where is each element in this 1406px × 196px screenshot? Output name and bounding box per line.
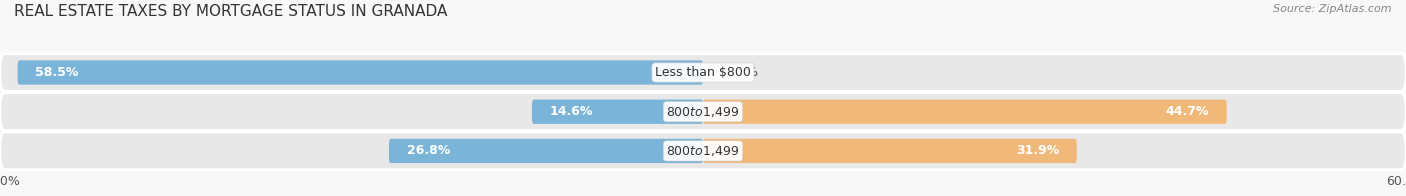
Text: 58.5%: 58.5%	[35, 66, 79, 79]
FancyBboxPatch shape	[703, 139, 1077, 163]
Text: Source: ZipAtlas.com: Source: ZipAtlas.com	[1274, 4, 1392, 14]
FancyBboxPatch shape	[18, 60, 703, 85]
FancyBboxPatch shape	[0, 132, 1406, 170]
Text: $800 to $1,499: $800 to $1,499	[666, 144, 740, 158]
Text: 31.9%: 31.9%	[1017, 144, 1059, 157]
FancyBboxPatch shape	[389, 139, 703, 163]
Text: 0.0%: 0.0%	[727, 66, 758, 79]
FancyBboxPatch shape	[703, 100, 1227, 124]
Text: REAL ESTATE TAXES BY MORTGAGE STATUS IN GRANADA: REAL ESTATE TAXES BY MORTGAGE STATUS IN …	[14, 4, 447, 19]
FancyBboxPatch shape	[0, 93, 1406, 131]
Text: 14.6%: 14.6%	[550, 105, 593, 118]
Text: 26.8%: 26.8%	[406, 144, 450, 157]
FancyBboxPatch shape	[0, 54, 1406, 91]
Text: Less than $800: Less than $800	[655, 66, 751, 79]
FancyBboxPatch shape	[531, 100, 703, 124]
Text: 44.7%: 44.7%	[1166, 105, 1209, 118]
Text: $800 to $1,499: $800 to $1,499	[666, 105, 740, 119]
